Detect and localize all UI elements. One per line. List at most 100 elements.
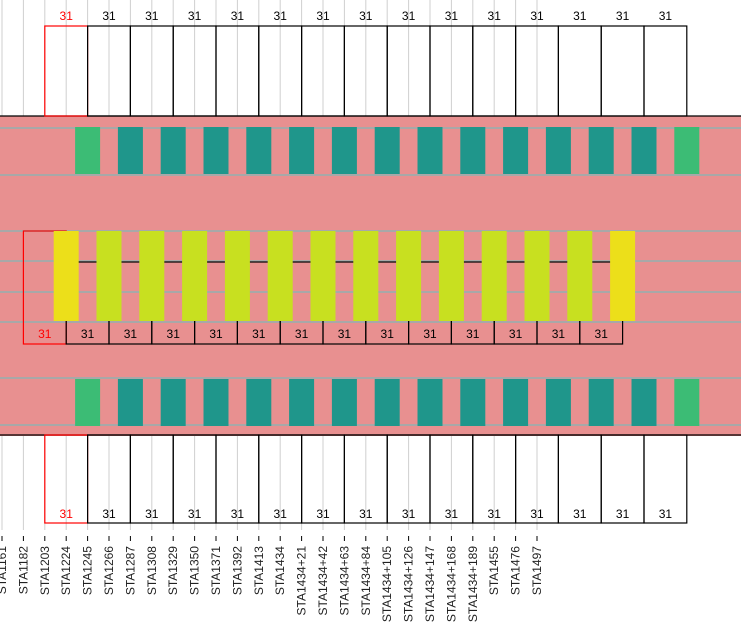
top-value-label: 31 (316, 9, 330, 23)
bottom-value-label: 31 (402, 507, 416, 521)
teal-tile (289, 379, 315, 426)
teal-tile (417, 379, 443, 426)
top-value-label: 31 (359, 9, 373, 23)
station-label: STA1161 (0, 546, 9, 595)
middle-value-label: 31 (124, 327, 138, 341)
lime-tile (182, 231, 208, 321)
bottom-value-label: 31 (573, 507, 587, 521)
station-label: STA1434+105 (380, 546, 394, 622)
top-value-label: 31 (60, 9, 74, 23)
lime-tile (310, 231, 336, 321)
teal-tile (289, 127, 315, 174)
middle-value-label: 31 (209, 327, 223, 341)
middle-value-label: 31 (423, 327, 437, 341)
lime-tile (524, 231, 550, 321)
lime-tile (353, 231, 379, 321)
station-label: STA1308 (145, 546, 159, 595)
teal-tile (374, 127, 400, 174)
station-label: STA1434+147 (423, 546, 437, 622)
middle-value-label: 31 (509, 327, 523, 341)
middle-value-label: 31 (252, 327, 266, 341)
top-value-label: 31 (616, 9, 630, 23)
tiles (53, 127, 700, 426)
bottom-value-label: 31 (488, 507, 502, 521)
station-label: STA1455 (487, 546, 501, 595)
top-value-label: 31 (231, 9, 245, 23)
teal-tile (203, 379, 229, 426)
light_green-tile (75, 127, 101, 174)
top-frames (44, 25, 688, 117)
middle-value-label: 31 (338, 327, 352, 341)
middle-value-label: 31 (381, 327, 395, 341)
station-label: STA1350 (188, 546, 202, 595)
bottom-frames (44, 434, 688, 524)
middle-value-label: 31 (552, 327, 566, 341)
station-label: STA1434+84 (359, 546, 373, 616)
bottom-value-label: 31 (445, 507, 459, 521)
station-label: STA1497 (530, 546, 544, 595)
middle-value-label: 31 (595, 327, 609, 341)
station-label: STA1434+42 (316, 546, 330, 616)
middle-value-label: 31 (81, 327, 95, 341)
teal-tile (160, 379, 186, 426)
middle-value-label: 31 (38, 327, 52, 341)
lime-tile (267, 231, 293, 321)
top-value-label: 31 (445, 9, 459, 23)
labels: 31 31 31 31 31 31 31 31 31 31 31 31 31 31 31 31 31 31 31 31… (38, 9, 672, 521)
top-value-label: 31 (659, 9, 673, 23)
teal-tile (246, 127, 272, 174)
teal-tile (460, 379, 486, 426)
lime-tile (396, 231, 422, 321)
station-label: STA1434+63 (337, 546, 351, 616)
top-value-label: 31 (102, 9, 116, 23)
station-label: STA1329 (166, 546, 180, 595)
middle-value-label: 31 (295, 327, 309, 341)
station-label: STA1434 (273, 546, 287, 595)
top-value-label: 31 (573, 9, 587, 23)
teal-tile (631, 127, 657, 174)
top-frame (557, 25, 602, 117)
teal-tile (460, 127, 486, 174)
teal-tile (203, 127, 229, 174)
bottom-value-label: 31 (188, 507, 202, 521)
station-label: STA1434+126 (402, 546, 416, 622)
teal-tile (160, 127, 186, 174)
teal-tile (117, 127, 143, 174)
teal-tile (631, 379, 657, 426)
bottom-value-label: 31 (60, 507, 74, 521)
station-label: STA1287 (123, 546, 137, 595)
station-label: STA1182 (16, 546, 30, 595)
light_green-tile (674, 379, 700, 426)
bottom-value-label: 31 (316, 507, 330, 521)
station-label: STA1392 (230, 546, 244, 595)
station-label: STA1203 (38, 546, 52, 595)
teal-tile (417, 127, 443, 174)
teal-tile (545, 127, 571, 174)
top-value-label: 31 (530, 9, 544, 23)
teal-tile (588, 127, 614, 174)
top-value-label: 31 (488, 9, 502, 23)
station-label: STA1434+189 (466, 546, 480, 622)
light_green-tile (75, 379, 101, 426)
top-value-label: 31 (402, 9, 416, 23)
station-label: STA1413 (252, 546, 266, 595)
lime-tile (567, 231, 593, 321)
bottom-value-label: 31 (274, 507, 288, 521)
bottom-value-label: 31 (616, 507, 630, 521)
bottom-value-label: 31 (359, 507, 373, 521)
station-label: STA1245 (81, 546, 95, 595)
top-value-label: 31 (145, 9, 159, 23)
teal-tile (503, 127, 529, 174)
yellow-tile (610, 231, 636, 321)
teal-tile (545, 379, 571, 426)
teal-tile (117, 379, 143, 426)
lime-tile (139, 231, 165, 321)
bottom-value-label: 31 (102, 507, 116, 521)
bottom-value-label: 31 (231, 507, 245, 521)
lime-tile (438, 231, 464, 321)
station-label: STA1224 (59, 546, 73, 595)
teal-tile (588, 379, 614, 426)
station-label: STA1434+21 (295, 546, 309, 616)
teal-tile (246, 379, 272, 426)
